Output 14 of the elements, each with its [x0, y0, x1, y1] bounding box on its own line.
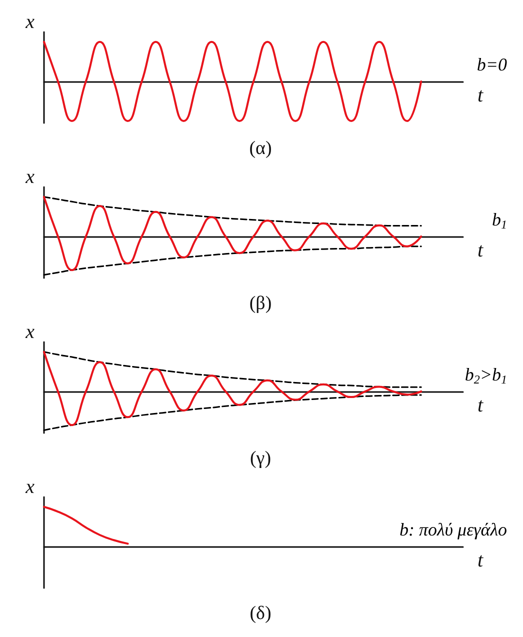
text: (α)	[249, 138, 272, 159]
x-axis-title: t	[477, 84, 484, 106]
x-axis-title: t	[477, 239, 484, 262]
y-axis-title: x	[24, 166, 35, 188]
annotation: b: πολύ μεγάλο	[399, 519, 508, 540]
x-axis-title: t	[477, 549, 484, 572]
text: (γ)	[250, 448, 272, 469]
y-axis-title: x	[24, 11, 35, 33]
x-axis-title: t	[477, 394, 484, 416]
y-axis-title: x	[24, 476, 35, 498]
y-axis-title: x	[24, 321, 35, 343]
text: (δ)	[250, 603, 272, 624]
text: (β)	[249, 293, 272, 314]
text: b=0	[476, 54, 508, 74]
